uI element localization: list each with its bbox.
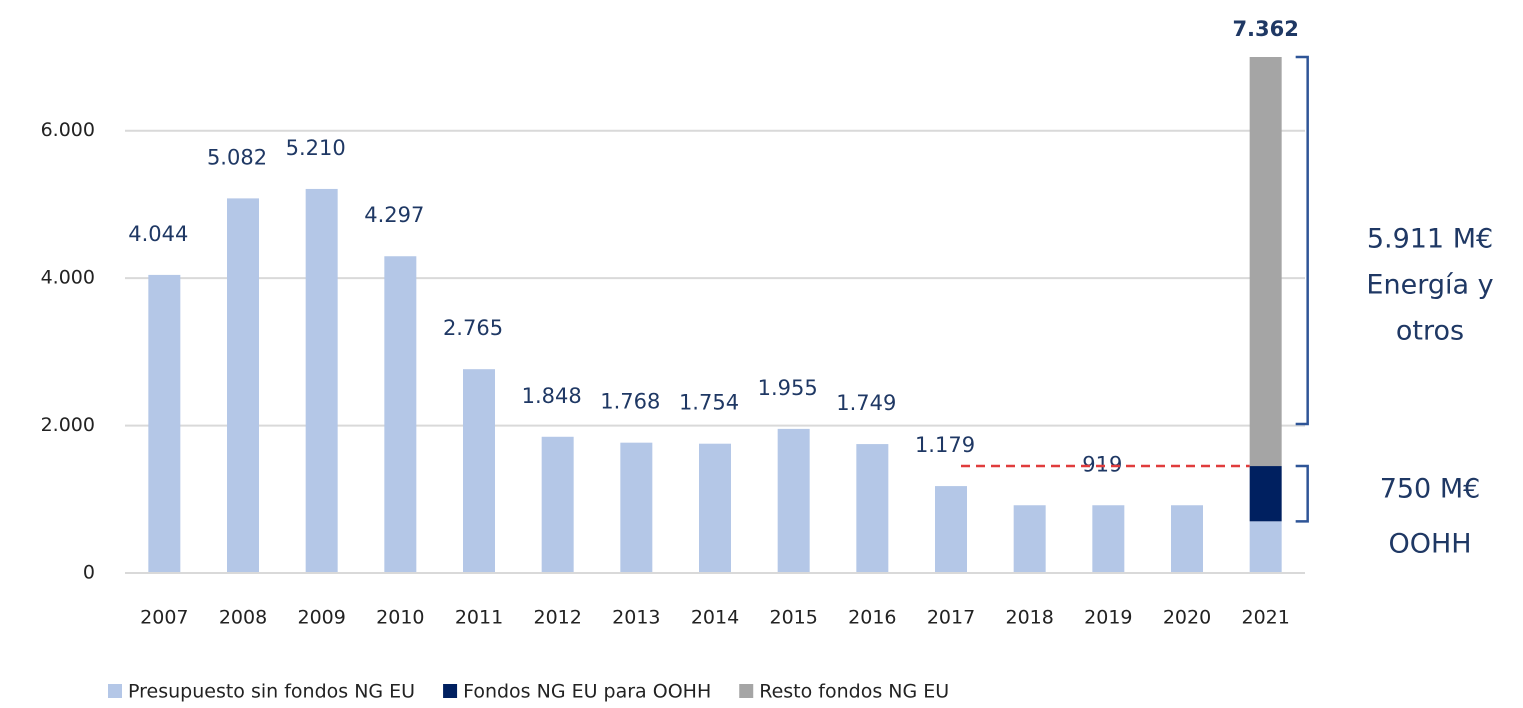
x-tick-label: 2018 (1005, 607, 1053, 629)
value-label: 1.179 (915, 433, 975, 457)
value-label: 1.955 (758, 376, 818, 400)
annotation: Energía y (1366, 270, 1493, 301)
value-label: 4.044 (128, 222, 188, 246)
legend-swatch (739, 684, 754, 698)
value-label: 1.754 (679, 391, 739, 415)
value-label: 4.297 (364, 203, 424, 227)
bar-segment (777, 428, 810, 573)
bar-segment (384, 256, 417, 573)
bar-segment (935, 486, 967, 573)
y-tick-label: 4.000 (41, 267, 95, 289)
legend-swatch (108, 684, 122, 698)
bar-segment (463, 369, 495, 573)
x-tick-label: 2009 (297, 607, 345, 629)
x-tick-label: 2010 (376, 607, 424, 629)
total-label: 7.362 (1232, 17, 1298, 41)
x-tick-label: 2021 (1241, 607, 1289, 629)
bar-segment (1092, 505, 1125, 573)
legend-swatch (443, 684, 458, 698)
x-tick-label: 2008 (219, 607, 267, 629)
value-label: 5.210 (286, 136, 346, 160)
y-tick-label: 2.000 (41, 414, 95, 436)
x-tick-label: 2016 (848, 607, 896, 629)
bracket (1295, 464, 1309, 523)
bar-segment (1013, 505, 1046, 573)
bar-segment (1249, 57, 1282, 467)
bracket (1295, 55, 1309, 426)
bar-segment (1249, 521, 1282, 573)
x-tick-label: 2015 (769, 607, 817, 629)
x-tick-label: 2014 (691, 607, 739, 629)
annotation: 5.911 M€ (1367, 224, 1493, 255)
annotation: 750 M€ (1380, 474, 1481, 505)
legend-label: Resto fondos NG EU (759, 681, 949, 703)
x-tick-label: 2013 (612, 607, 660, 629)
value-label: 1.749 (836, 391, 896, 415)
value-label: 5.082 (207, 145, 267, 169)
legend-label: Presupuesto sin fondos NG EU (128, 681, 415, 703)
annotation: OOHH (1388, 529, 1471, 560)
bar-segment (856, 444, 889, 573)
y-tick-label: 6.000 (41, 119, 95, 141)
value-label: 2.765 (443, 316, 503, 340)
x-tick-label: 2017 (927, 607, 975, 629)
legend-label: Fondos NG EU para OOHH (463, 681, 711, 703)
bar-segment (699, 443, 731, 573)
bar-segment (1249, 466, 1282, 522)
x-tick-label: 2020 (1163, 607, 1211, 629)
value-label: 919 (1082, 452, 1122, 476)
value-label: 1.848 (522, 384, 582, 408)
bar-segment (227, 198, 259, 573)
bar-segment (1171, 505, 1203, 573)
bar-segment (541, 436, 574, 573)
x-tick-label: 2011 (455, 607, 503, 629)
bar-segment (305, 188, 338, 573)
bar-segment (620, 442, 653, 573)
x-tick-label: 2019 (1084, 607, 1132, 629)
value-label: 1.768 (600, 390, 660, 414)
bar-segment (148, 274, 181, 573)
x-tick-label: 2012 (533, 607, 581, 629)
annotation: otros (1396, 316, 1464, 347)
bars (148, 57, 1282, 573)
y-tick-label: 0 (83, 562, 95, 584)
x-tick-label: 2007 (140, 607, 188, 629)
